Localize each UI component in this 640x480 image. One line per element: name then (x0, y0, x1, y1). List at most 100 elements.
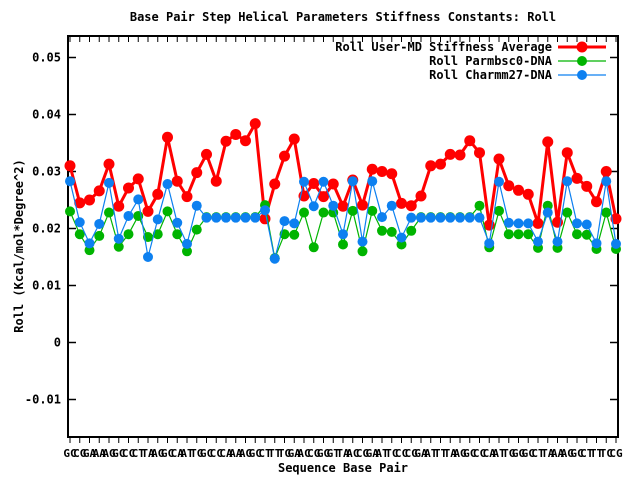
data-point (542, 200, 553, 211)
data-point (113, 241, 124, 252)
data-point (318, 191, 329, 203)
data-point (142, 205, 154, 217)
legend-sample-marker (577, 56, 587, 66)
x-tick-label: AG (561, 447, 575, 460)
chart-title: Base Pair Step Helical Parameters Stiffn… (129, 10, 557, 24)
data-point (327, 178, 339, 190)
legend-label: Roll User-MD Stiffness Average (335, 40, 552, 54)
x-tick-label: AA (229, 447, 243, 460)
data-point (65, 206, 75, 217)
data-point (601, 207, 612, 218)
legend-item-1: Roll Parmbsc0-DNA (429, 54, 606, 68)
x-tick-label: AG (102, 447, 116, 460)
x-tick-label: CC (210, 447, 223, 460)
data-point (396, 232, 407, 243)
legend-label: Roll Parmbsc0-DNA (429, 54, 553, 68)
data-point (337, 200, 349, 212)
data-point (123, 182, 134, 194)
data-point (357, 246, 368, 257)
data-point (522, 188, 534, 200)
data-point (93, 185, 105, 197)
x-tick-label: CC (473, 447, 486, 460)
data-point (104, 207, 114, 218)
data-point (377, 225, 387, 236)
data-point (230, 128, 242, 140)
x-tick-label: TG (190, 447, 204, 460)
data-point (318, 176, 329, 187)
data-point (435, 212, 446, 223)
x-tick-label: GG (317, 447, 331, 460)
x-tick-label: TG (278, 447, 292, 460)
data-point (591, 238, 602, 249)
data-point (552, 236, 563, 247)
data-point (201, 148, 212, 160)
data-point (123, 210, 134, 221)
data-point (299, 176, 309, 187)
x-tick-label: CG (405, 447, 419, 460)
x-tick-label: GC (522, 447, 535, 460)
data-point (601, 176, 612, 187)
data-point (65, 176, 75, 187)
data-point (581, 180, 593, 192)
data-point (162, 206, 173, 217)
x-tick-label: AA (551, 447, 565, 460)
x-tick-label: TC (385, 447, 398, 460)
x-tick-label: TA (541, 447, 555, 460)
data-point (260, 205, 270, 216)
x-tick-label: CT (258, 447, 272, 460)
data-point (542, 136, 554, 148)
data-point (523, 229, 534, 240)
x-tick-label: TG (502, 447, 516, 460)
data-point (581, 219, 592, 230)
data-point (191, 167, 203, 179)
x-tick-label: CA (171, 447, 185, 460)
data-point (562, 176, 573, 187)
data-point (143, 252, 153, 262)
x-tick-label: AA (93, 447, 107, 460)
data-point (103, 158, 115, 170)
data-point (444, 148, 456, 160)
x-tick-label: CC (122, 447, 135, 460)
data-point (600, 166, 612, 177)
x-tick-label: AT (424, 447, 438, 460)
x-tick-label: GC (112, 447, 125, 460)
x-tick-label: CC (395, 447, 408, 460)
data-point (572, 229, 582, 240)
x-tick-label: AT (180, 447, 194, 460)
x-axis-title: Sequence Base Pair (277, 461, 409, 475)
data-point (84, 245, 95, 256)
data-point (279, 150, 290, 162)
data-point (474, 147, 485, 159)
data-point (201, 212, 212, 223)
data-point (572, 218, 582, 229)
x-tick-label: TC (600, 447, 613, 460)
data-point (386, 226, 397, 237)
data-point (464, 212, 475, 223)
data-point (503, 229, 514, 240)
data-point (416, 212, 426, 223)
data-point (513, 229, 524, 240)
data-point (182, 246, 192, 257)
data-point (328, 200, 339, 211)
x-tick-label: GC (63, 447, 76, 460)
data-point (367, 176, 378, 187)
x-tick-label: GC (249, 447, 262, 460)
x-tick-label: AT (375, 447, 389, 460)
data-point (415, 190, 427, 202)
data-point (84, 238, 95, 249)
data-point (172, 229, 183, 240)
data-point (396, 197, 407, 209)
data-point (405, 200, 417, 212)
x-tick-label: GT (327, 447, 341, 460)
x-tick-label: TA (141, 447, 155, 460)
data-point (220, 135, 232, 147)
data-point (406, 225, 417, 236)
x-tick-label: TT (590, 447, 604, 460)
data-point (162, 131, 173, 143)
x-tick-label: AG (453, 447, 467, 460)
data-point (249, 118, 261, 130)
data-point (211, 212, 222, 223)
data-point (377, 212, 387, 223)
x-tick-label: CA (219, 447, 233, 460)
